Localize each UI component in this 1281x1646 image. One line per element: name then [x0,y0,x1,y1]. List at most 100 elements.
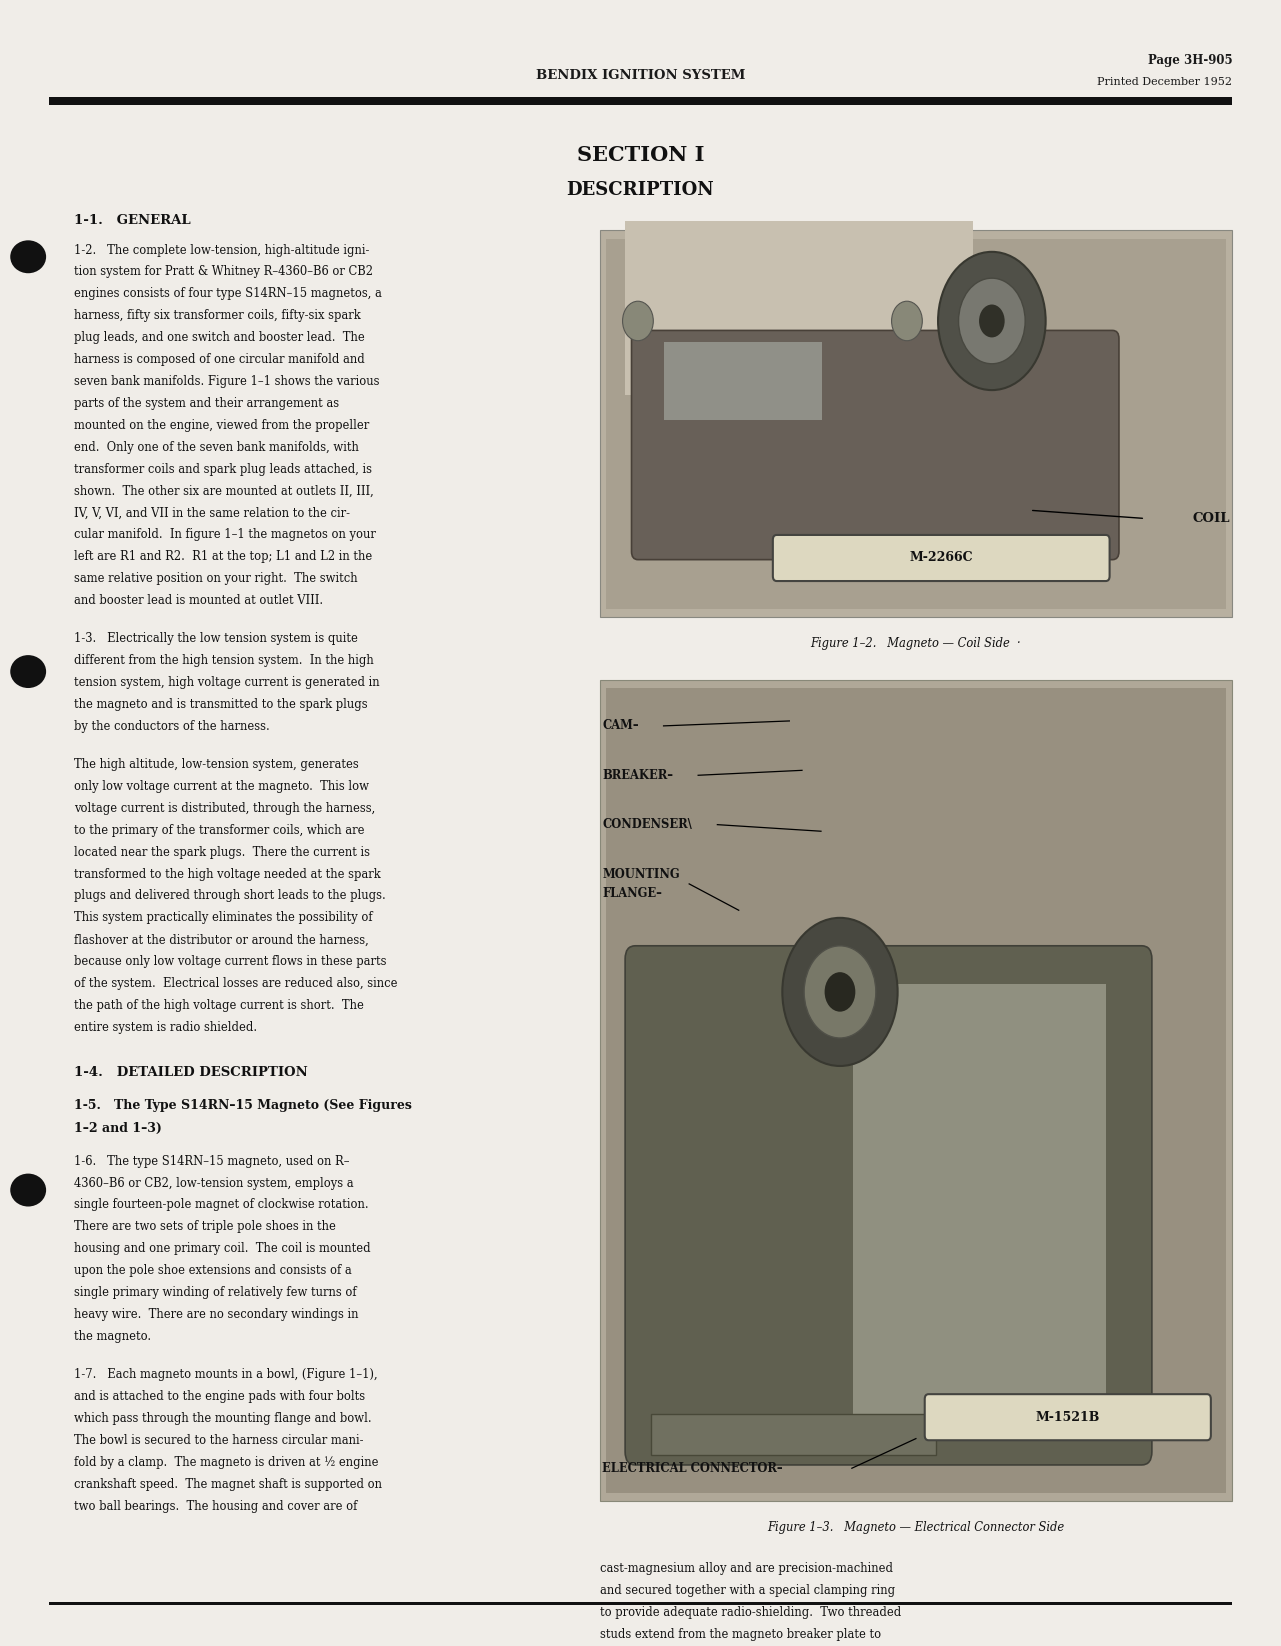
Text: end.  Only one of the seven bank manifolds, with: end. Only one of the seven bank manifold… [74,441,359,454]
Text: of the system.  Electrical losses are reduced also, since: of the system. Electrical losses are red… [74,978,398,989]
Text: 4360–B6 or CB2, low-tension system, employs a: 4360–B6 or CB2, low-tension system, empl… [74,1177,354,1190]
Bar [600,230,1232,617]
Text: different from the high tension system.  In the high: different from the high tension system. … [74,653,374,667]
Text: plug leads, and one switch and booster lead.  The: plug leads, and one switch and booster l… [74,331,365,344]
Text: to the primary of the transformer coils, which are: to the primary of the transformer coils,… [74,823,365,836]
Text: 1-6.   The type S14RN–15 magneto, used on R–: 1-6. The type S14RN–15 magneto, used on … [74,1154,350,1167]
Text: BENDIX IGNITION SYSTEM: BENDIX IGNITION SYSTEM [535,69,746,82]
Text: single fourteen-pole magnet of clockwise rotation.: single fourteen-pole magnet of clockwise… [74,1198,369,1211]
Text: CONDENSER\: CONDENSER\ [602,818,692,831]
Text: MOUNTING: MOUNTING [602,867,680,881]
Text: and secured together with a special clamping ring: and secured together with a special clam… [600,1583,894,1597]
Text: IV, V, VI, and VII in the same relation to the cir-: IV, V, VI, and VII in the same relation … [74,507,350,518]
Bar [625,221,974,395]
Text: and booster lead is mounted at outlet VIII.: and booster lead is mounted at outlet VI… [74,594,323,607]
Circle shape [804,946,876,1039]
Text: tension system, high voltage current is generated in: tension system, high voltage current is … [74,677,380,690]
Text: This system practically eliminates the possibility of: This system practically eliminates the p… [74,912,373,925]
FancyBboxPatch shape [625,946,1152,1465]
Text: 1-2.   The complete low-tension, high-altitude igni-: 1-2. The complete low-tension, high-alti… [74,244,370,257]
Text: the path of the high voltage current is short.  The: the path of the high voltage current is … [74,999,364,1012]
Circle shape [958,278,1025,364]
Circle shape [783,918,898,1067]
Text: M-2266C: M-2266C [910,551,974,565]
Text: entire system is radio shielded.: entire system is radio shielded. [74,1021,257,1034]
Text: heavy wire.  There are no secondary windings in: heavy wire. There are no secondary windi… [74,1309,359,1320]
Text: because only low voltage current flows in these parts: because only low voltage current flows i… [74,955,387,968]
Text: BREAKER–: BREAKER– [602,769,673,782]
Bar [49,1602,1232,1605]
Text: Printed December 1952: Printed December 1952 [1098,77,1232,87]
Ellipse shape [10,1174,46,1207]
Text: to provide adequate radio-shielding.  Two threaded: to provide adequate radio-shielding. Two… [600,1606,901,1618]
Text: DESCRIPTION: DESCRIPTION [566,181,715,199]
Text: 1-1.   GENERAL: 1-1. GENERAL [74,214,191,227]
Bar [600,680,1232,1501]
Text: FLANGE–: FLANGE– [602,887,662,900]
Text: upon the pole shoe extensions and consists of a: upon the pole shoe extensions and consis… [74,1264,352,1277]
Bar [651,1414,935,1455]
Text: mounted on the engine, viewed from the propeller: mounted on the engine, viewed from the p… [74,418,369,431]
Text: plugs and delivered through short leads to the plugs.: plugs and delivered through short leads … [74,889,386,902]
Text: M-1521B: M-1521B [1035,1411,1100,1424]
Bar [606,688,1226,1493]
Ellipse shape [10,655,46,688]
Text: voltage current is distributed, through the harness,: voltage current is distributed, through … [74,802,375,815]
Text: by the conductors of the harness.: by the conductors of the harness. [74,719,270,732]
Text: harness, fifty six transformer coils, fifty-six spark: harness, fifty six transformer coils, fi… [74,309,361,323]
Text: left are R1 and R2.  R1 at the top; L1 and L2 in the: left are R1 and R2. R1 at the top; L1 an… [74,550,373,563]
Text: SECTION I: SECTION I [576,145,705,165]
Text: Page 3H-905: Page 3H-905 [1148,54,1232,67]
Circle shape [979,305,1004,337]
Text: crankshaft speed.  The magnet shaft is supported on: crankshaft speed. The magnet shaft is su… [74,1478,382,1491]
Text: engines consists of four type S14RN–15 magnetos, a: engines consists of four type S14RN–15 m… [74,288,382,300]
Text: transformer coils and spark plug leads attached, is: transformer coils and spark plug leads a… [74,463,373,476]
Text: 1–2 and 1–3): 1–2 and 1–3) [74,1121,163,1134]
Text: harness is composed of one circular manifold and: harness is composed of one circular mani… [74,354,365,365]
Text: Figure 1–2.   Magneto — Coil Side  ·: Figure 1–2. Magneto — Coil Side · [811,637,1021,650]
Bar [664,342,822,420]
Text: 1-7.   Each magneto mounts in a bowl, (Figure 1–1),: 1-7. Each magneto mounts in a bowl, (Fig… [74,1368,378,1381]
Text: parts of the system and their arrangement as: parts of the system and their arrangemen… [74,397,339,410]
Circle shape [938,252,1045,390]
Text: same relative position on your right.  The switch: same relative position on your right. Th… [74,573,357,584]
FancyBboxPatch shape [925,1394,1211,1440]
Bar [49,97,1232,105]
Text: single primary winding of relatively few turns of: single primary winding of relatively few… [74,1286,357,1299]
Text: shown.  The other six are mounted at outlets II, III,: shown. The other six are mounted at outl… [74,484,374,497]
Text: 1-4.   DETAILED DESCRIPTION: 1-4. DETAILED DESCRIPTION [74,1065,307,1078]
Bar [606,239,1226,609]
Text: The bowl is secured to the harness circular mani-: The bowl is secured to the harness circu… [74,1434,364,1447]
Text: flashover at the distributor or around the harness,: flashover at the distributor or around t… [74,933,369,946]
Circle shape [825,973,856,1012]
Text: the magneto.: the magneto. [74,1330,151,1343]
Text: cular manifold.  In figure 1–1 the magnetos on your: cular manifold. In figure 1–1 the magnet… [74,528,377,542]
FancyBboxPatch shape [632,331,1118,560]
Text: which pass through the mounting flange and bowl.: which pass through the mounting flange a… [74,1412,371,1425]
Text: seven bank manifolds. Figure 1–1 shows the various: seven bank manifolds. Figure 1–1 shows t… [74,375,379,388]
Text: There are two sets of triple pole shoes in the: There are two sets of triple pole shoes … [74,1220,336,1233]
Text: two ball bearings.  The housing and cover are of: two ball bearings. The housing and cover… [74,1500,357,1513]
Text: COIL: COIL [1193,512,1230,525]
Text: only low voltage current at the magneto.  This low: only low voltage current at the magneto.… [74,780,369,793]
Text: fold by a clamp.  The magneto is driven at ½ engine: fold by a clamp. The magneto is driven a… [74,1455,379,1468]
Ellipse shape [10,240,46,273]
Text: tion system for Pratt & Whitney R–4360–B6 or CB2: tion system for Pratt & Whitney R–4360–B… [74,265,373,278]
Circle shape [892,301,922,341]
Text: and is attached to the engine pads with four bolts: and is attached to the engine pads with … [74,1389,365,1402]
Circle shape [623,301,653,341]
Bar [853,984,1106,1435]
Text: cast-magnesium alloy and are precision-machined: cast-magnesium alloy and are precision-m… [600,1562,893,1575]
Text: the magneto and is transmitted to the spark plugs: the magneto and is transmitted to the sp… [74,698,368,711]
Text: transformed to the high voltage needed at the spark: transformed to the high voltage needed a… [74,867,380,881]
Text: The high altitude, low-tension system, generates: The high altitude, low-tension system, g… [74,759,359,770]
Text: studs extend from the magneto breaker plate to: studs extend from the magneto breaker pl… [600,1628,880,1641]
Text: ELECTRICAL CONNECTOR–: ELECTRICAL CONNECTOR– [602,1462,783,1475]
Text: located near the spark plugs.  There the current is: located near the spark plugs. There the … [74,846,370,859]
FancyBboxPatch shape [772,535,1109,581]
Text: CAM–: CAM– [602,719,639,732]
Text: Figure 1–3.   Magneto — Electrical Connector Side: Figure 1–3. Magneto — Electrical Connect… [767,1521,1065,1534]
Text: housing and one primary coil.  The coil is mounted: housing and one primary coil. The coil i… [74,1243,371,1256]
Text: 1-3.   Electrically the low tension system is quite: 1-3. Electrically the low tension system… [74,632,359,645]
Text: 1-5.   The Type S14RN–15 Magneto (See Figures: 1-5. The Type S14RN–15 Magneto (See Figu… [74,1098,412,1111]
